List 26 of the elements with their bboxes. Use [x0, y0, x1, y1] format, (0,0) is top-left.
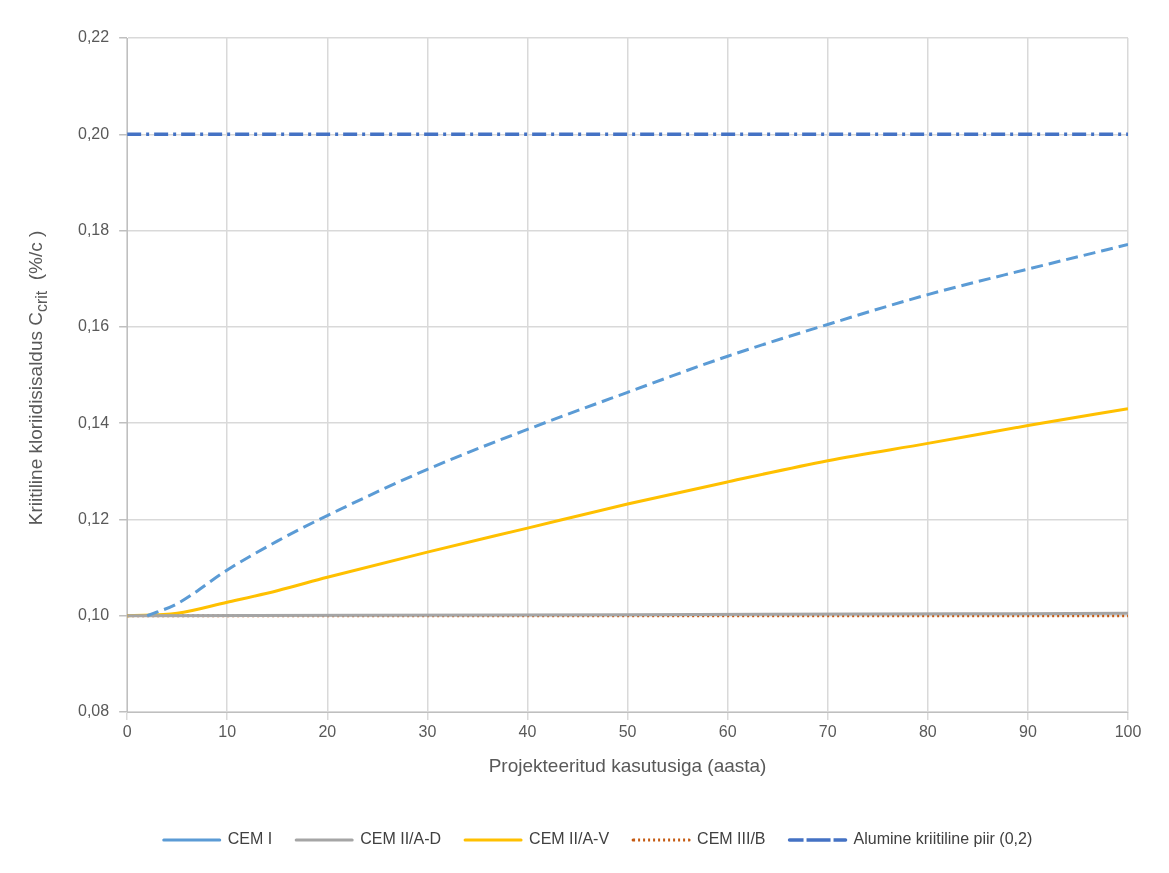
x-tick-label: 90 — [1019, 723, 1037, 741]
y-tick-label: 0,10 — [78, 606, 110, 624]
legend-label: CEM I — [227, 830, 273, 848]
legend-label: Alumine kriitiline piir (0,2) — [853, 830, 1033, 848]
x-tick-label: 50 — [618, 723, 637, 741]
y-tick-label: 0,16 — [78, 317, 110, 335]
x-tick-label: 0 — [122, 723, 132, 741]
x-tick-label: 100 — [1114, 723, 1142, 741]
x-tick-label: 40 — [518, 723, 537, 741]
x-tick-label: 10 — [218, 723, 237, 741]
legend-label: CEM III/B — [697, 830, 766, 848]
line-series — [145, 243, 1128, 618]
y-tick-label: 0,18 — [78, 220, 110, 238]
x-axis-title: Projekteeritud kasutusiga (aasta) — [488, 754, 767, 776]
legend-label: CEM II/A-D — [360, 830, 442, 848]
x-tick-label: 70 — [818, 723, 837, 741]
x-tick-label: 80 — [918, 723, 937, 741]
x-tick-label: 20 — [318, 723, 337, 741]
y-tick-label: 0,20 — [78, 124, 110, 142]
y-tick-label: 0,22 — [78, 28, 110, 46]
legend-label: CEM II/A-V — [529, 830, 610, 848]
y-tick-label: 0,14 — [78, 413, 110, 431]
y-tick-label: 0,12 — [78, 509, 110, 527]
y-tick-label: 0,08 — [78, 702, 110, 720]
x-tick-label: 60 — [718, 723, 737, 741]
x-tick-label: 30 — [418, 723, 437, 741]
